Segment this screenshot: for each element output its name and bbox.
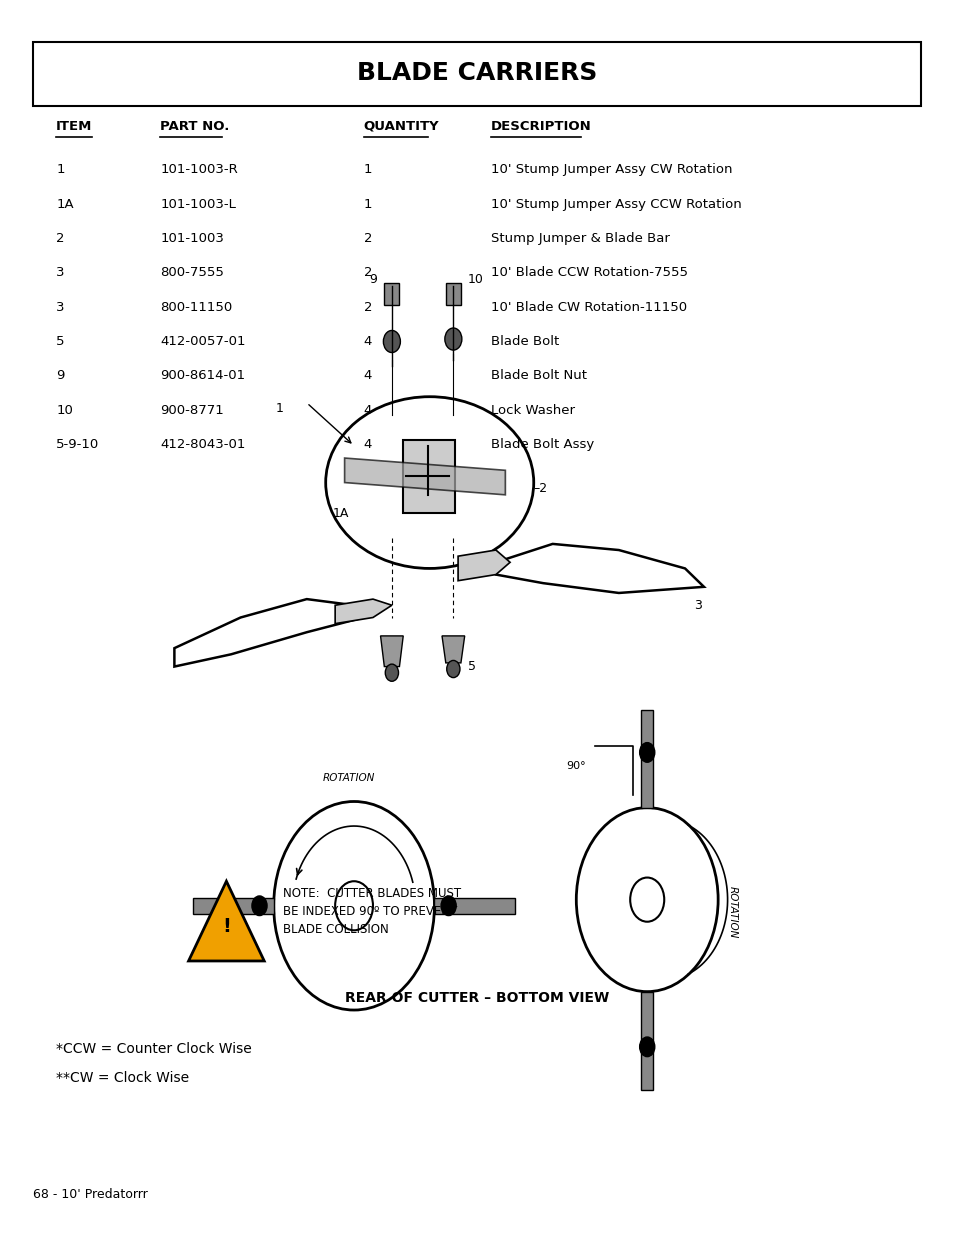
Polygon shape [335,599,392,624]
Circle shape [630,878,663,921]
Circle shape [252,895,267,915]
Circle shape [446,661,459,678]
Text: 5: 5 [467,659,475,673]
Text: –2: –2 [533,482,547,495]
Text: 3: 3 [56,267,65,279]
Circle shape [385,664,398,682]
Text: !: ! [222,918,231,936]
Text: 800-7555: 800-7555 [160,267,224,279]
Text: 101-1003-R: 101-1003-R [160,163,237,177]
Text: 412-0057-01: 412-0057-01 [160,335,246,348]
Text: ROTATION: ROTATION [726,885,737,939]
Text: 10' Stump Jumper Assy CCW Rotation: 10' Stump Jumper Assy CCW Rotation [491,198,741,211]
Text: REAR OF CUTTER – BOTTOM VIEW: REAR OF CUTTER – BOTTOM VIEW [345,990,608,1005]
Circle shape [335,882,373,930]
Text: 2: 2 [56,232,65,245]
Text: 10' Blade CW Rotation-11150: 10' Blade CW Rotation-11150 [491,300,686,314]
Text: 1: 1 [275,403,283,415]
Polygon shape [344,458,505,495]
Text: QUANTITY: QUANTITY [363,120,438,133]
Circle shape [639,742,654,762]
Text: 90°: 90° [565,761,585,771]
Circle shape [383,331,400,352]
Text: *CCW = Counter Clock Wise: *CCW = Counter Clock Wise [56,1042,252,1056]
Ellipse shape [325,396,533,568]
Text: 4: 4 [363,438,372,451]
Text: 10: 10 [56,404,73,416]
Text: 5: 5 [56,335,65,348]
Text: 10: 10 [467,273,483,287]
Text: 10' Stump Jumper Assy CW Rotation: 10' Stump Jumper Assy CW Rotation [491,163,732,177]
Polygon shape [496,543,703,593]
Text: Blade Bolt Assy: Blade Bolt Assy [491,438,594,451]
Polygon shape [457,550,510,580]
Text: 2: 2 [363,300,372,314]
Text: 900-8771: 900-8771 [160,404,224,416]
Bar [445,283,460,305]
Text: Stump Jumper & Blade Bar: Stump Jumper & Blade Bar [491,232,669,245]
Bar [403,440,455,514]
Text: 68 - 10' Predatorrr: 68 - 10' Predatorrr [32,1188,147,1200]
Bar [434,898,515,914]
Text: Lock Washer: Lock Washer [491,404,575,416]
Text: 900-8614-01: 900-8614-01 [160,369,245,383]
Text: 10' Blade CCW Rotation-7555: 10' Blade CCW Rotation-7555 [491,267,687,279]
Text: 5-9-10: 5-9-10 [56,438,99,451]
Text: 9: 9 [369,273,376,287]
Circle shape [639,1037,654,1057]
FancyBboxPatch shape [32,42,921,106]
Text: 1A: 1A [56,198,73,211]
Polygon shape [380,636,403,667]
Polygon shape [189,882,264,961]
Text: 1A: 1A [333,506,349,520]
Text: 800-11150: 800-11150 [160,300,233,314]
Text: 412-8043-01: 412-8043-01 [160,438,245,451]
Polygon shape [174,599,363,667]
Text: PART NO.: PART NO. [160,120,230,133]
Polygon shape [441,636,464,663]
Circle shape [274,802,434,1010]
Circle shape [444,329,461,350]
Bar [384,283,399,305]
Text: 1: 1 [56,163,65,177]
Text: 2: 2 [363,267,372,279]
Text: **CW = Clock Wise: **CW = Clock Wise [56,1071,189,1084]
Text: 4: 4 [363,404,372,416]
Text: 3: 3 [56,300,65,314]
Circle shape [440,895,456,915]
Text: 2: 2 [363,232,372,245]
Text: 101-1003: 101-1003 [160,232,224,245]
Text: DESCRIPTION: DESCRIPTION [491,120,591,133]
Text: 4: 4 [363,335,372,348]
Text: ITEM: ITEM [56,120,92,133]
Text: 1: 1 [363,198,372,211]
Text: 3: 3 [694,599,701,611]
Text: BLADE CARRIERS: BLADE CARRIERS [356,61,597,85]
Text: 1: 1 [363,163,372,177]
Text: 101-1003-L: 101-1003-L [160,198,235,211]
Circle shape [576,808,718,992]
Text: Blade Bolt: Blade Bolt [491,335,558,348]
Text: 4: 4 [363,369,372,383]
Text: ROTATION: ROTATION [323,773,375,783]
Text: Blade Bolt Nut: Blade Bolt Nut [491,369,586,383]
Text: 9: 9 [56,369,65,383]
Bar [640,709,653,808]
Text: NOTE:  CUTTER BLADES MUST
BE INDEXED 90º TO PREVENT
BLADE COLLISION: NOTE: CUTTER BLADES MUST BE INDEXED 90º … [283,888,461,936]
Bar [640,992,653,1089]
Bar [193,898,274,914]
